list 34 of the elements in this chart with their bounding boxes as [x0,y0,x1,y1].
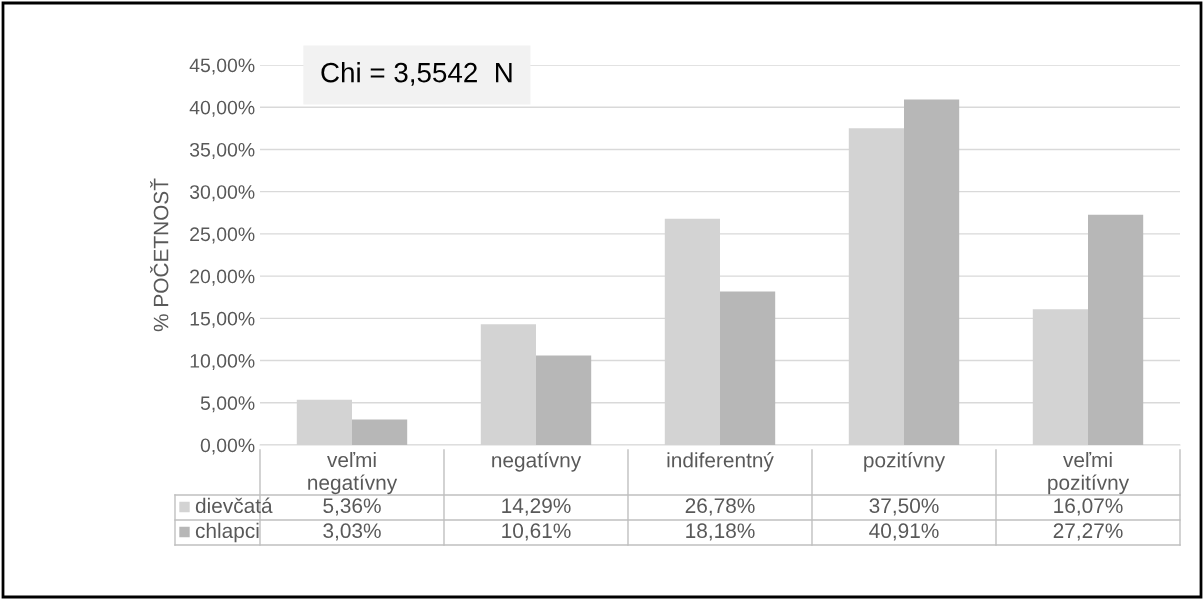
legend-label: chlapci [195,522,259,543]
y-tick-label: 0,00% [200,438,255,455]
data-label: 26,78% [685,498,755,516]
y-tick-label: 5,00% [200,396,255,413]
bar [1088,214,1144,445]
y-tick-label: 45,00% [189,58,255,75]
data-label: 5,36% [323,498,381,516]
data-label: 27,27% [1053,523,1123,541]
data-label: 18,18% [686,523,755,541]
y-tick-label: 30,00% [189,185,255,202]
data-label: 3,03% [323,523,381,541]
data-label: 37,50% [869,498,939,516]
y-tick-label: 20,00% [190,269,255,286]
x-tick-label: negatívny [492,452,582,472]
bar [904,99,960,445]
y-tick-label: 10,00% [190,354,255,371]
annotation: Chi = 3,5542 N [321,62,512,86]
data-label: 16,07% [1054,498,1123,516]
x-tick-label: veľmi pozitívny [1048,451,1130,495]
y-axis-title: % POČETNOSŤ [150,178,169,332]
bar [720,291,776,445]
y-tick-label: 25,00% [190,227,255,244]
y-tick-label: 35,00% [189,142,255,159]
data-label: 40,91% [869,523,939,541]
legend-label: dievčatá [195,497,273,514]
bar [352,419,408,445]
y-tick-label: 40,00% [189,100,255,117]
data-label: 10,61% [502,523,571,541]
x-tick-label: pozitívny [864,452,946,472]
data-label: 14,29% [502,498,571,516]
bar [536,355,592,445]
x-tick-label: veľmi negatívny [308,451,398,495]
x-tick-label: indiferentný [667,452,774,472]
y-tick-label: 15,00% [190,311,255,328]
